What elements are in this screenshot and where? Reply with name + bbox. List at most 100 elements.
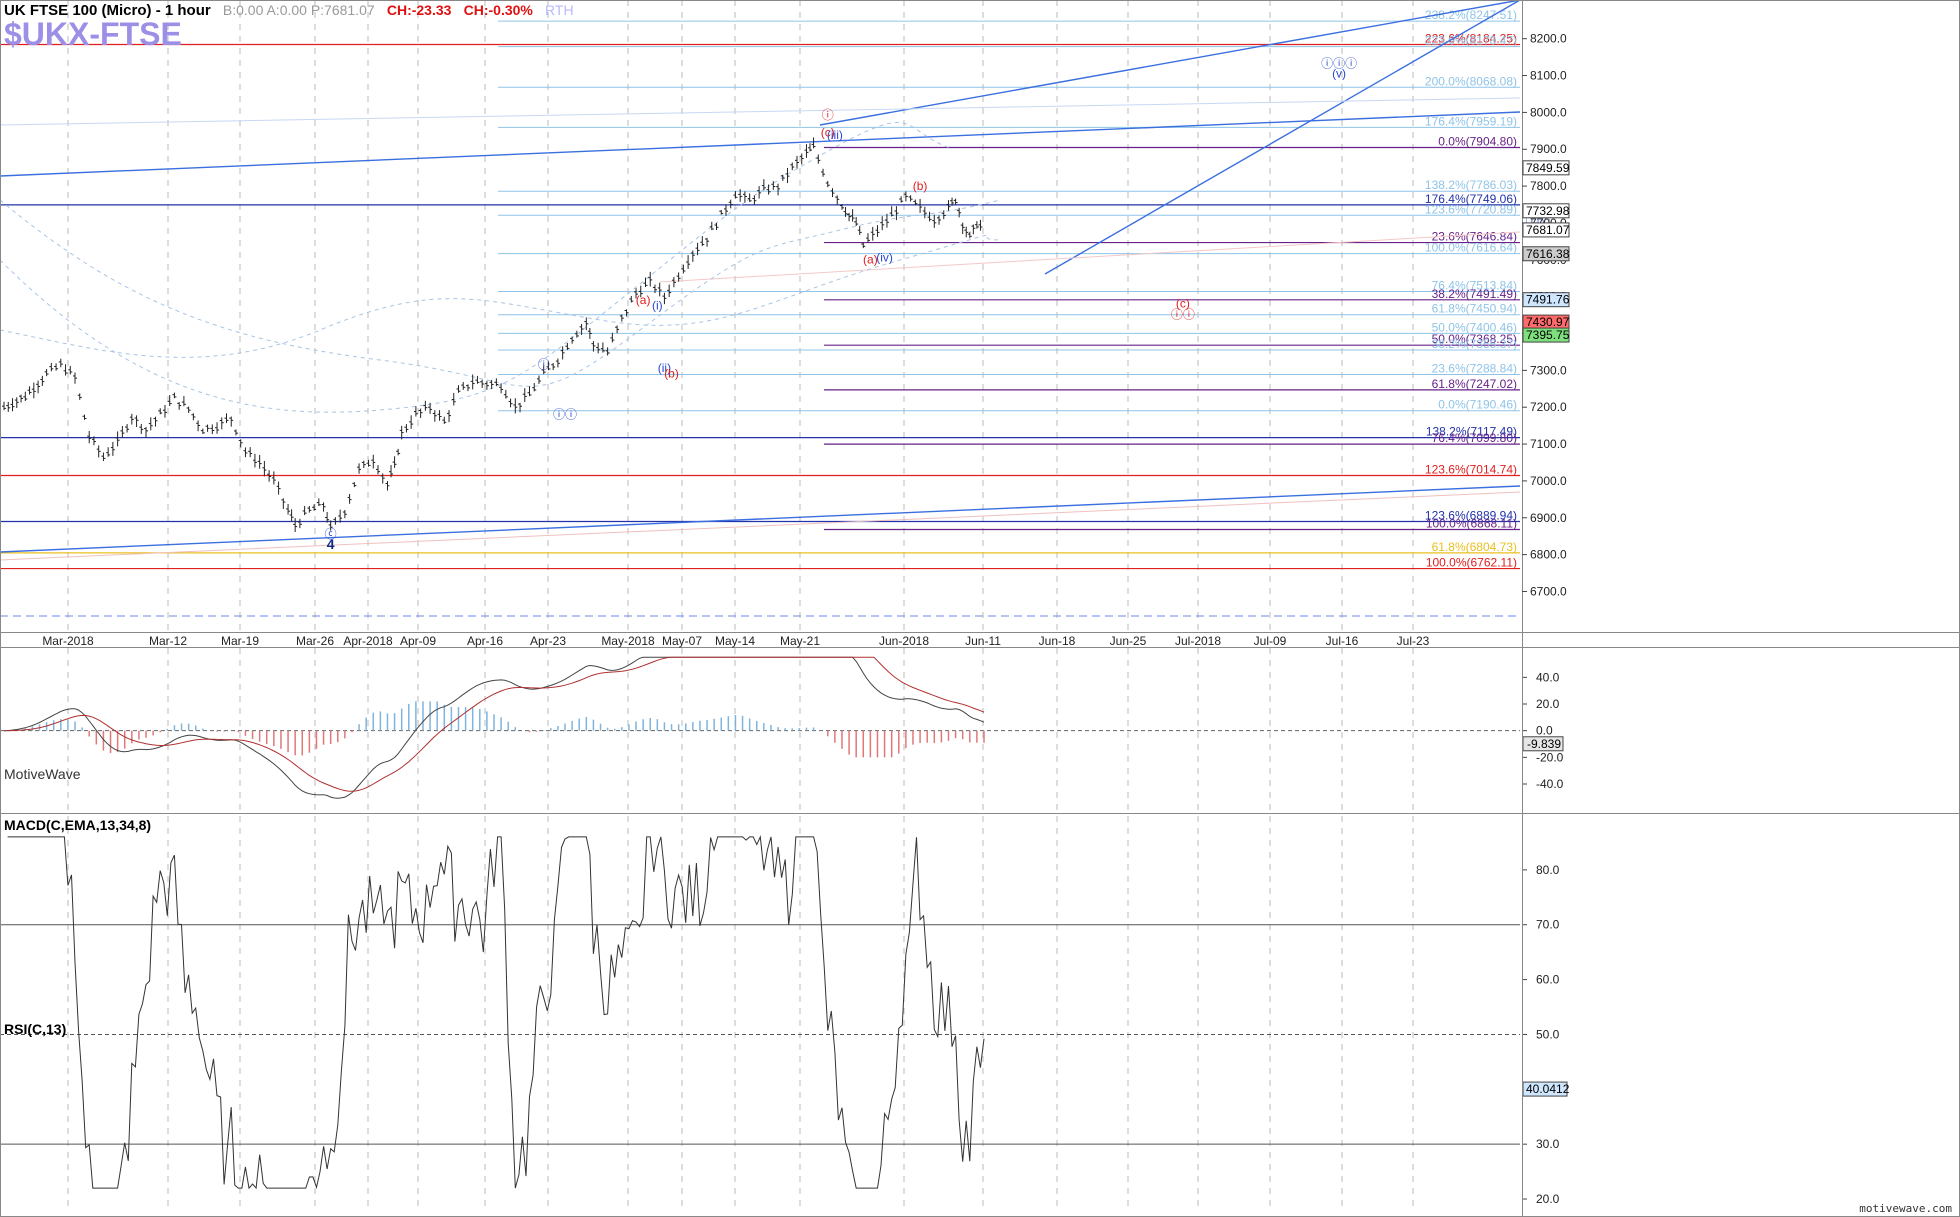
chart-title: UK FTSE 100 (Micro) - 1 hour [4, 2, 211, 19]
x-tick-label: Jun-2018 [879, 634, 929, 648]
fib-label: 0.0%(7190.46) [1438, 398, 1517, 412]
wave-label: (i) [652, 299, 663, 313]
wave-label: ⓘ [538, 358, 550, 372]
fib-label: 61.8%(6804.73) [1432, 540, 1517, 554]
price-badge [1522, 246, 1570, 262]
rsi-y-label: 20.0 [1536, 1192, 1560, 1206]
wave-label: ⓘ [822, 108, 834, 122]
macd-y-label: 0.0 [1536, 724, 1553, 738]
macd-title: MACD(C,EMA,13,34,8) [4, 817, 152, 833]
fib-label: 123.6%(6889.94) [1425, 508, 1517, 522]
fib-label: 176.4%(7959.19) [1425, 114, 1517, 128]
trend-line [0, 485, 1521, 553]
macd-y-label: -40.0 [1536, 777, 1564, 791]
fib-label: 50.0%(7368.25) [1432, 332, 1517, 346]
trend-line [0, 111, 1521, 177]
trend-line [819, 0, 1521, 126]
fib-label: 38.2%(7355.37) [1432, 337, 1517, 351]
wave-label: 4 [327, 536, 335, 552]
change-points: CH:-23.33 [386, 2, 452, 18]
brand-label: MotiveWave [4, 766, 81, 782]
fib-label: 200.0%(8068.08) [1425, 74, 1517, 88]
fib-label: 223.6%(8178.47) [1425, 34, 1517, 48]
fib-label: 123.6%(7720.89) [1425, 202, 1517, 216]
price-badge-label: 7849.59 [1526, 161, 1570, 175]
x-tick-label: Jul-2018 [1175, 634, 1221, 648]
x-tick-label: Apr-23 [530, 634, 566, 648]
wave-label: (a) [636, 293, 651, 307]
x-tick-label: Mar-26 [296, 634, 334, 648]
price-badge-label: 7732.98 [1526, 204, 1570, 218]
trend-lines [0, 0, 1521, 561]
fib-label: 61.8%(7247.02) [1432, 377, 1517, 391]
macd-y-label: -20.0 [1536, 750, 1564, 764]
y-tick-label: 7100.0 [1530, 437, 1567, 451]
x-tick-label: Mar-2018 [42, 634, 94, 648]
x-tick-label: Jun-25 [1110, 634, 1147, 648]
ma-curve [0, 122, 951, 413]
y-tick-label: 6900.0 [1530, 511, 1567, 525]
fib-label: 238.2%(8247.51) [1425, 8, 1517, 22]
fib-label: 50.0%(7400.46) [1432, 320, 1517, 334]
fib-label: 176.4%(7749.06) [1425, 192, 1517, 206]
rsi-panel: 80.070.060.050.040.030.020.040.0412 [0, 835, 1570, 1206]
x-tick-label: Jun-18 [1039, 634, 1076, 648]
x-tick-label: Jul-16 [1326, 634, 1359, 648]
wave-label: (iii) [827, 128, 843, 142]
wave-label: ⓘⓘ [553, 407, 577, 421]
fib-levels: 238.2%(8247.51)223.6%(8184.25)223.6%(817… [0, 8, 1520, 617]
rsi-y-label: 50.0 [1536, 1027, 1560, 1041]
price-badge [1522, 327, 1570, 343]
wave-labels: ⓘ(c)(iii)(b)(a)(iv)(a) (i)(ii)(b)ⓘⓘⓘⓒ4ⓘⓘⓘ… [325, 56, 1550, 552]
x-tick-label: Jul-23 [1397, 634, 1430, 648]
gridlines [67, 0, 1414, 1210]
wave-label: ⓘⓘ [1171, 307, 1195, 321]
macd-y-label: 20.0 [1536, 697, 1560, 711]
y-tick-label: 7000.0 [1530, 474, 1567, 488]
trend-line [0, 97, 1521, 126]
x-tick-label: Mar-12 [149, 634, 187, 648]
wave-label: (c) [1176, 297, 1190, 311]
fib-label: 76.4%(7513.84) [1432, 279, 1517, 293]
price-badge [1522, 160, 1570, 176]
ma-curve [0, 234, 1001, 358]
trend-line [0, 491, 1521, 561]
x-tick-label: May-07 [662, 634, 702, 648]
rsi-line [7, 835, 985, 1190]
price-badge-label: 7430.97 [1526, 315, 1570, 329]
x-tick-label: May-21 [780, 634, 820, 648]
macd-value-label: -9.839 [1527, 737, 1561, 751]
fib-label: 138.2%(7117.49) [1426, 425, 1517, 439]
fib-label: 0.0%(7904.80) [1438, 134, 1517, 148]
x-tick-label: Mar-19 [221, 634, 259, 648]
y-tick-label: 6800.0 [1530, 548, 1567, 562]
price-badge [1522, 203, 1570, 219]
fib-label: 61.8%(7450.94) [1432, 302, 1517, 316]
y-tick-label: 7300.0 [1530, 363, 1567, 377]
y-tick-label: 8200.0 [1530, 32, 1567, 46]
price-bars [2, 137, 983, 532]
fib-label: 100.0%(6762.11) [1426, 556, 1517, 570]
rsi-y-label: 60.0 [1536, 973, 1560, 987]
fib-label: 100.0%(6868.11) [1426, 517, 1517, 531]
price-badge-label: 7491.76 [1526, 293, 1570, 307]
y-tick-label: 7200.0 [1530, 400, 1567, 414]
macd-panel: 40.0 20.0 0.0 -20.0 -40.0 -9.839 [0, 656, 1564, 799]
y-tick-label: 6700.0 [1530, 584, 1567, 598]
x-tick-label: May-2018 [601, 634, 655, 648]
wave-label: (b) [664, 367, 679, 381]
fib-label: 38.2%(7491.49) [1432, 287, 1517, 301]
price-badge [1522, 292, 1570, 308]
y-tick-label: 7800.0 [1530, 179, 1567, 193]
rsi-value-label: 40.0412 [1526, 1082, 1570, 1096]
x-tick-label: Jul-09 [1254, 634, 1287, 648]
wave-label: (ii) [658, 361, 671, 375]
chart-header: UK FTSE 100 (Micro) - 1 hour B:0.00 A:0.… [4, 2, 574, 19]
wave-label: ⓘⓘⓘ [1321, 56, 1357, 70]
x-tick-label: Apr-09 [400, 634, 436, 648]
wave-label: (c) [821, 125, 835, 139]
quote-text: B:0.00 A:0.00 P:7681.07 [222, 2, 375, 18]
rsi-title: RSI(C,13) [4, 1021, 67, 1037]
trend-line [659, 231, 1521, 283]
